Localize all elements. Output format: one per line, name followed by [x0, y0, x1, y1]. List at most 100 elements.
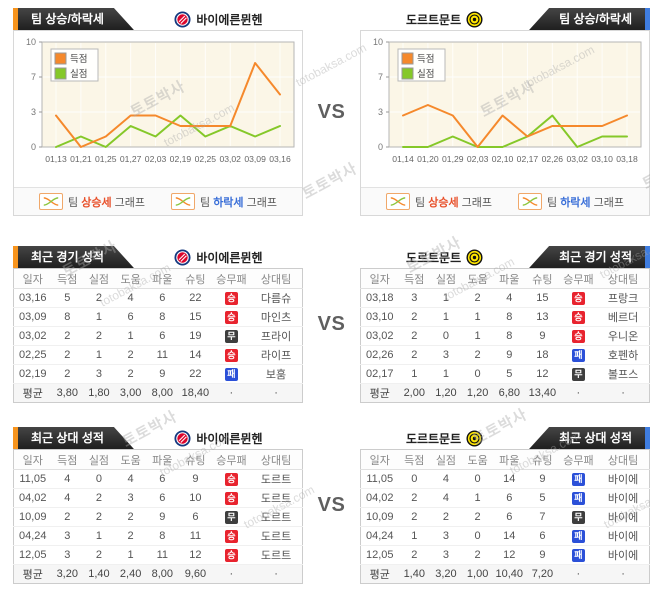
trend-graph-icon — [386, 193, 411, 210]
svg-text:02,26: 02,26 — [542, 154, 564, 164]
svg-text:7: 7 — [378, 72, 383, 82]
stat-cell: 2 — [461, 545, 494, 565]
h2h-header-away: 도르트문트 최근 상대 성적 — [360, 427, 650, 449]
falling-graph-button[interactable]: 팀 하락세 그래프 — [171, 193, 277, 210]
recent-results-section: 최근 경기 성적 바이에른뮌헨 일자 득점 실점 도움 파울 슈팅 승무패 상대팀 03,16 5… — [13, 246, 650, 403]
date-cell: 03,02 — [360, 326, 399, 346]
column-header: 슈팅 — [525, 268, 560, 289]
stat-cell: 4 — [114, 288, 147, 308]
column-header: 파울 — [493, 268, 526, 289]
rising-graph-button[interactable]: 팀 상승세 그래프 — [386, 193, 492, 210]
bayern-logo-icon — [174, 10, 191, 28]
opponent-cell: 바이에 — [597, 488, 650, 508]
table-row: 02,19 2 3 2 9 22 패 보훔 — [13, 364, 303, 384]
date-cell: 03,02 — [13, 326, 52, 346]
trend-graph-icon — [171, 193, 195, 210]
stat-cell: 2 — [83, 507, 115, 527]
column-header: 상대팀 — [597, 268, 650, 289]
accent-bar-away — [645, 427, 650, 449]
column-header: 실점 — [83, 449, 115, 470]
stat-cell: 2 — [51, 345, 84, 365]
stat-cell: 12 — [525, 364, 560, 384]
team-identity-home: 바이에른뮌헨 — [134, 427, 303, 449]
table-row: 03,16 5 2 4 6 22 승 다름슈 — [13, 288, 303, 308]
stat-cell: 4 — [114, 469, 147, 489]
stat-cell: 2 — [83, 326, 115, 346]
team-identity-away: 도르트문트 — [360, 246, 529, 268]
result-badge: 승 — [224, 472, 238, 486]
falling-graph-button[interactable]: 팀 하락세 그래프 — [518, 193, 624, 210]
stat-cell: 14 — [493, 526, 526, 546]
stat-cell: 6 — [146, 288, 179, 308]
table-row: 10,09 2 2 2 9 6 무 도르트 — [13, 507, 303, 527]
stat-cell: 22 — [178, 364, 213, 384]
stat-cell: 9 — [493, 345, 526, 365]
bayern-logo-icon — [174, 429, 191, 447]
team-identity-home: 바이에른뮌헨 — [134, 246, 303, 268]
opponent-cell: 호펜하 — [597, 345, 650, 365]
opponent-cell: 프랑크 — [597, 288, 650, 308]
stat-cell: 18 — [525, 345, 560, 365]
trend-section: 팀 상승/하락세 바이에른뮌헨 0 3 7 10 득점 실점 01,13 01,21 01,25… — [13, 8, 650, 216]
stat-cell: 2 — [398, 488, 431, 508]
stat-cell: 1 — [430, 288, 462, 308]
falling-graph-label: 팀 하락세 그래프 — [200, 196, 277, 209]
column-header: 파울 — [146, 268, 179, 289]
stat-cell: 4 — [430, 469, 462, 489]
column-header: 일자 — [13, 449, 52, 470]
column-header: 파울 — [146, 449, 179, 470]
stat-cell: 4 — [51, 469, 84, 489]
table-row: 03,10 2 1 1 8 13 승 베르더 — [360, 307, 650, 327]
svg-text:01,13: 01,13 — [45, 154, 67, 164]
result-badge: 승 — [571, 329, 585, 343]
stat-cell: 11 — [146, 545, 179, 565]
table-row: 03,02 2 2 1 6 19 무 프라이 — [13, 326, 303, 346]
h2h-table-away: 일자 득점 실점 도움 파울 슈팅 승무패 상대팀 11,05 0 4 0 14 9 패 바이에 04,02 2 4… — [360, 449, 650, 584]
stat-cell: 2 — [51, 326, 84, 346]
vs-label: VS — [317, 494, 346, 516]
h2h-header-home: 최근 상대 성적 바이에른뮌헨 — [13, 427, 303, 449]
stat-cell: 15 — [525, 288, 560, 308]
stat-cell: 6 — [146, 488, 179, 508]
team-identity-home: 바이에른뮌헨 — [134, 8, 303, 30]
stat-cell: 2 — [461, 507, 494, 527]
stat-cell: 5 — [51, 288, 84, 308]
average-row: 평균 3,80 1,80 3,00 8,00 18,40 · · — [13, 383, 303, 403]
stat-cell: 12 — [178, 545, 213, 565]
stat-cell: 4 — [51, 488, 84, 508]
column-header: 일자 — [360, 449, 399, 470]
stat-cell: 10 — [178, 488, 213, 508]
result-badge: 무 — [224, 329, 238, 343]
opponent-cell: 바이에 — [597, 526, 650, 546]
svg-text:10: 10 — [373, 37, 383, 47]
stat-cell: 5 — [493, 364, 526, 384]
svg-text:03,18: 03,18 — [616, 154, 638, 164]
trend-chart-home: 0 3 7 10 득점 실점 01,13 01,21 01,25 01,27 02,03 02,19 0… — [14, 31, 302, 187]
stat-cell: 3 — [430, 545, 462, 565]
result-badge: 승 — [224, 548, 238, 562]
rising-graph-button[interactable]: 팀 상승세 그래프 — [39, 193, 145, 210]
column-header: 실점 — [83, 268, 115, 289]
date-cell: 12,05 — [13, 545, 52, 565]
recent-header-home: 최근 경기 성적 바이에른뮌헨 — [13, 246, 303, 268]
date-cell: 03,09 — [13, 307, 52, 327]
team-name-home: 바이에른뮌헨 — [196, 431, 263, 446]
date-cell: 03,18 — [360, 288, 399, 308]
trend-header-away: 도르트문트 팀 상승/하락세 — [360, 8, 650, 30]
stat-cell: 0 — [83, 469, 115, 489]
stat-cell: 9 — [525, 326, 560, 346]
h2h-title-home: 최근 상대 성적 — [18, 427, 134, 449]
svg-text:10: 10 — [26, 37, 36, 47]
date-cell: 04,02 — [360, 488, 399, 508]
date-cell: 02,17 — [360, 364, 399, 384]
column-header: 승무패 — [559, 449, 598, 470]
column-header: 도움 — [461, 449, 494, 470]
stat-cell: 3 — [51, 545, 84, 565]
team-name-away: 도르트문트 — [405, 250, 462, 265]
result-badge: 패 — [571, 548, 585, 562]
stat-cell: 19 — [178, 326, 213, 346]
stat-cell: 1 — [83, 307, 115, 327]
svg-text:실점: 실점 — [417, 68, 434, 80]
recent-header-away: 도르트문트 최근 경기 성적 — [360, 246, 650, 268]
column-header: 일자 — [13, 268, 52, 289]
